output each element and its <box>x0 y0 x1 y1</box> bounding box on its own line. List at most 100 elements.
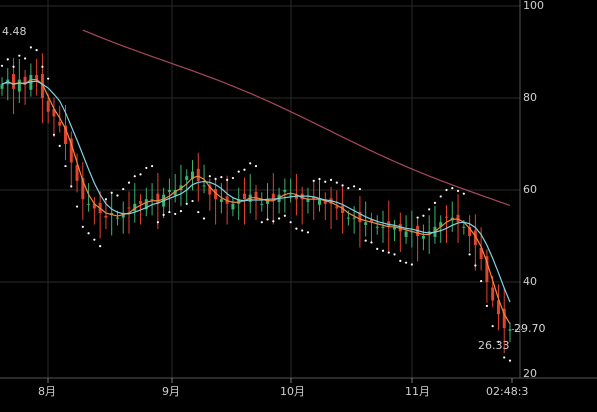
candle-body <box>271 193 275 200</box>
sar-dot <box>87 232 90 235</box>
candle-body <box>283 190 287 192</box>
sar-dot <box>214 177 217 181</box>
candle-body <box>462 226 466 228</box>
candle-body <box>456 214 460 223</box>
sar-dot <box>179 210 183 213</box>
last-price-leader <box>512 329 522 330</box>
sar-dot <box>243 168 246 171</box>
sar-dot <box>249 162 252 165</box>
sar-dot <box>468 253 471 256</box>
y-tick-80: 80 <box>523 91 537 104</box>
candle-body <box>81 178 85 200</box>
sar-dot <box>12 65 15 68</box>
candle-body <box>237 199 241 204</box>
candle-body <box>242 193 246 200</box>
sar-dot <box>110 191 113 194</box>
candle-body <box>133 203 137 212</box>
candle-body <box>92 203 96 209</box>
candle-body <box>352 217 356 219</box>
candle-body <box>358 212 362 223</box>
ma-slow-line <box>1 80 511 303</box>
candle-body <box>318 199 321 205</box>
sar-dot <box>64 164 67 168</box>
candle-body <box>427 231 431 234</box>
sar-dot <box>353 185 356 188</box>
candle-body <box>214 189 218 200</box>
candle-body <box>150 199 154 201</box>
sar-dot <box>266 218 269 221</box>
x-tick-nov: 11月 <box>405 385 430 398</box>
sar-dot <box>301 229 304 232</box>
sar-dot <box>70 185 73 188</box>
candle-body <box>294 194 298 200</box>
candle-body <box>341 205 345 213</box>
sar-dot <box>295 227 298 230</box>
sar-dot <box>272 220 275 223</box>
candle-body <box>479 247 483 259</box>
sar-dot <box>260 221 263 224</box>
candle-body <box>381 226 385 228</box>
sar-dot <box>0 64 4 67</box>
sar-dot <box>433 201 437 204</box>
candle-body <box>87 203 91 205</box>
sar-dot <box>462 192 465 195</box>
sar-dot <box>208 175 211 178</box>
sar-dot <box>485 304 489 308</box>
candle-body <box>191 171 194 179</box>
y-tick-20: 20 <box>523 367 537 380</box>
sar-dot <box>47 77 50 80</box>
candle-body <box>196 168 200 181</box>
candle-body <box>502 308 506 328</box>
candle-body <box>346 217 350 219</box>
candle-body <box>266 199 270 204</box>
sar-dot <box>376 247 379 250</box>
x-tick-sep: 9月 <box>162 385 180 398</box>
candle-body <box>40 74 44 98</box>
candle-body <box>439 222 443 227</box>
sar-dot <box>324 180 327 183</box>
sar-dot <box>231 176 235 180</box>
sar-dot <box>381 249 385 252</box>
sar-dot <box>289 221 292 224</box>
sar-dot <box>191 199 194 203</box>
candle-body <box>46 100 50 112</box>
sar-dot <box>93 238 96 241</box>
sar-dot <box>370 241 373 244</box>
candle-body <box>369 219 373 223</box>
candle-body <box>323 199 327 204</box>
candle-body <box>335 206 339 209</box>
low-price-label: 26.33 <box>478 339 510 352</box>
sar-dot <box>508 359 512 362</box>
candle-body <box>35 75 39 80</box>
candle-body <box>167 190 171 192</box>
y-tick-100: 100 <box>523 0 544 12</box>
sar-dot <box>122 187 125 191</box>
sar-dot <box>387 251 390 254</box>
candle-body <box>375 226 379 228</box>
candle-body <box>75 165 79 181</box>
candle-body <box>121 213 125 218</box>
sar-dot <box>81 225 84 228</box>
sar-dot <box>23 57 27 60</box>
sar-dot <box>6 58 9 61</box>
candle-body <box>52 109 56 117</box>
candle-body <box>421 236 425 239</box>
candle-body <box>202 185 206 187</box>
sar-dot <box>503 356 506 359</box>
y-tick-60: 60 <box>523 183 537 196</box>
candle-body <box>104 215 108 218</box>
sar-dot <box>156 221 159 224</box>
candle-body <box>115 217 119 219</box>
candle-body <box>12 74 16 89</box>
sar-dot <box>399 259 402 262</box>
sar-dot <box>127 181 131 184</box>
sar-dot <box>410 263 413 266</box>
candle-body <box>254 191 258 200</box>
sar-dot <box>480 279 483 283</box>
sar-dot <box>168 210 171 214</box>
candle-body <box>468 226 472 236</box>
candle-body <box>17 79 21 92</box>
sar-dot <box>428 208 431 211</box>
